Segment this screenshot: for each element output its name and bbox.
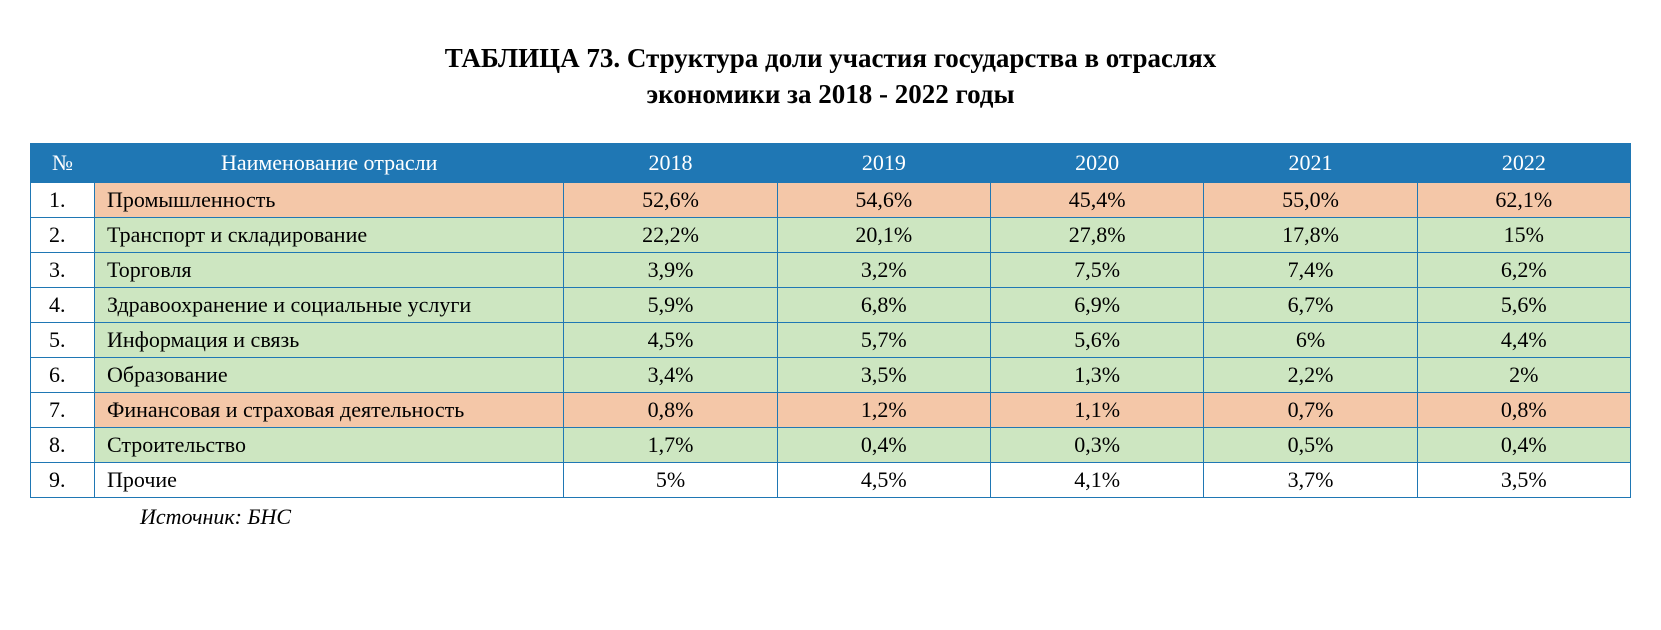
cell-num: 6. — [31, 357, 95, 392]
cell-y2022: 5,6% — [1417, 287, 1630, 322]
cell-y2019: 54,6% — [777, 182, 990, 217]
cell-name: Финансовая и страховая деятельность — [95, 392, 564, 427]
cell-name: Здравоохранение и социальные услуги — [95, 287, 564, 322]
cell-y2020: 0,3% — [990, 427, 1203, 462]
cell-y2018: 52,6% — [564, 182, 777, 217]
table-title: ТАБЛИЦА 73. Структура доли участия госуд… — [30, 40, 1631, 113]
cell-y2018: 3,9% — [564, 252, 777, 287]
cell-y2020: 27,8% — [990, 217, 1203, 252]
cell-y2018: 4,5% — [564, 322, 777, 357]
cell-y2022: 62,1% — [1417, 182, 1630, 217]
col-header-2022: 2022 — [1417, 143, 1630, 182]
cell-y2021: 6% — [1204, 322, 1417, 357]
cell-name: Торговля — [95, 252, 564, 287]
cell-y2022: 15% — [1417, 217, 1630, 252]
table-row: 9.Прочие5%4,5%4,1%3,7%3,5% — [31, 462, 1631, 497]
col-header-2018: 2018 — [564, 143, 777, 182]
cell-y2019: 5,7% — [777, 322, 990, 357]
cell-num: 9. — [31, 462, 95, 497]
cell-y2020: 1,3% — [990, 357, 1203, 392]
cell-y2019: 3,2% — [777, 252, 990, 287]
cell-name: Промышленность — [95, 182, 564, 217]
table-row: 1.Промышленность52,6%54,6%45,4%55,0%62,1… — [31, 182, 1631, 217]
cell-y2018: 5% — [564, 462, 777, 497]
cell-y2021: 0,5% — [1204, 427, 1417, 462]
title-line-1: ТАБЛИЦА 73. Структура доли участия госуд… — [445, 43, 1217, 73]
cell-num: 8. — [31, 427, 95, 462]
cell-y2019: 20,1% — [777, 217, 990, 252]
cell-y2018: 22,2% — [564, 217, 777, 252]
cell-y2019: 6,8% — [777, 287, 990, 322]
cell-y2022: 6,2% — [1417, 252, 1630, 287]
cell-y2022: 4,4% — [1417, 322, 1630, 357]
cell-y2021: 6,7% — [1204, 287, 1417, 322]
col-header-name: Наименование отрасли — [95, 143, 564, 182]
cell-num: 7. — [31, 392, 95, 427]
cell-y2020: 7,5% — [990, 252, 1203, 287]
table-row: 5.Информация и связь4,5%5,7%5,6%6%4,4% — [31, 322, 1631, 357]
cell-y2022: 0,8% — [1417, 392, 1630, 427]
cell-name: Информация и связь — [95, 322, 564, 357]
cell-name: Прочие — [95, 462, 564, 497]
table-row: 7.Финансовая и страховая деятельность0,8… — [31, 392, 1631, 427]
cell-y2022: 3,5% — [1417, 462, 1630, 497]
cell-y2020: 6,9% — [990, 287, 1203, 322]
data-table: № Наименование отрасли 2018 2019 2020 20… — [30, 143, 1631, 498]
cell-y2020: 4,1% — [990, 462, 1203, 497]
cell-num: 2. — [31, 217, 95, 252]
col-header-2019: 2019 — [777, 143, 990, 182]
source-note: Источник: БНС — [140, 504, 1631, 530]
cell-y2019: 1,2% — [777, 392, 990, 427]
cell-y2021: 3,7% — [1204, 462, 1417, 497]
cell-y2018: 5,9% — [564, 287, 777, 322]
table-header-row: № Наименование отрасли 2018 2019 2020 20… — [31, 143, 1631, 182]
cell-y2019: 4,5% — [777, 462, 990, 497]
cell-y2019: 3,5% — [777, 357, 990, 392]
cell-num: 5. — [31, 322, 95, 357]
table-row: 8.Строительство1,7%0,4%0,3%0,5%0,4% — [31, 427, 1631, 462]
table-row: 6.Образование3,4%3,5%1,3%2,2%2% — [31, 357, 1631, 392]
col-header-num: № — [31, 143, 95, 182]
cell-num: 3. — [31, 252, 95, 287]
title-line-2: экономики за 2018 - 2022 годы — [646, 79, 1014, 109]
cell-y2018: 1,7% — [564, 427, 777, 462]
cell-y2021: 7,4% — [1204, 252, 1417, 287]
cell-y2022: 2% — [1417, 357, 1630, 392]
cell-name: Образование — [95, 357, 564, 392]
cell-name: Строительство — [95, 427, 564, 462]
col-header-2020: 2020 — [990, 143, 1203, 182]
table-row: 2.Транспорт и складирование22,2%20,1%27,… — [31, 217, 1631, 252]
cell-name: Транспорт и складирование — [95, 217, 564, 252]
table-row: 4.Здравоохранение и социальные услуги5,9… — [31, 287, 1631, 322]
cell-y2021: 55,0% — [1204, 182, 1417, 217]
cell-y2019: 0,4% — [777, 427, 990, 462]
cell-y2018: 0,8% — [564, 392, 777, 427]
cell-y2022: 0,4% — [1417, 427, 1630, 462]
table-row: 3.Торговля3,9%3,2%7,5%7,4%6,2% — [31, 252, 1631, 287]
cell-y2021: 2,2% — [1204, 357, 1417, 392]
cell-num: 1. — [31, 182, 95, 217]
cell-num: 4. — [31, 287, 95, 322]
cell-y2018: 3,4% — [564, 357, 777, 392]
cell-y2020: 45,4% — [990, 182, 1203, 217]
table-body: 1.Промышленность52,6%54,6%45,4%55,0%62,1… — [31, 182, 1631, 497]
col-header-2021: 2021 — [1204, 143, 1417, 182]
cell-y2021: 17,8% — [1204, 217, 1417, 252]
cell-y2020: 5,6% — [990, 322, 1203, 357]
cell-y2021: 0,7% — [1204, 392, 1417, 427]
cell-y2020: 1,1% — [990, 392, 1203, 427]
